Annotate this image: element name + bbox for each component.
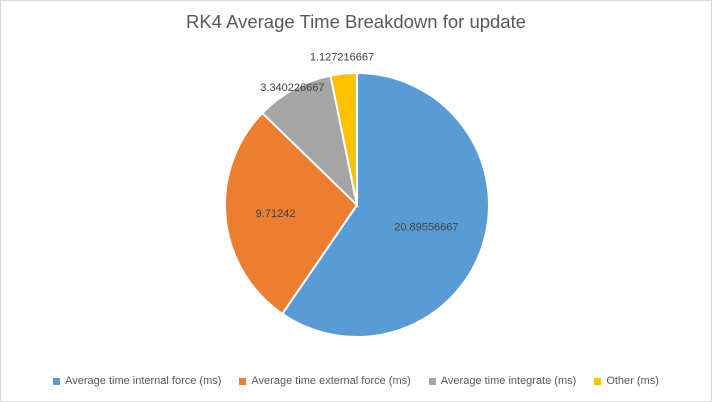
pie-slice-integrate: [260, 74, 359, 208]
legend-swatch-other: [594, 377, 602, 385]
data-label-other: 1.127216667: [310, 52, 374, 64]
pie-slice-other: [329, 71, 358, 206]
pie-slice-internal-force: [280, 71, 490, 338]
data-label-external-force: 9.71242: [256, 208, 296, 220]
data-label-internal-force: 20.89556667: [394, 222, 458, 234]
legend-label-external-force: Average time external force (ms): [251, 375, 411, 387]
legend: Average time internal force (ms) Average …: [1, 375, 711, 387]
data-label-integrate: 3.340226667: [260, 82, 324, 94]
legend-entry-other: Other (ms): [594, 375, 659, 387]
legend-swatch-integrate: [428, 377, 436, 385]
legend-entry-integrate: Average time integrate (ms): [428, 375, 577, 387]
legend-label-other: Other (ms): [606, 375, 659, 387]
legend-swatch-internal-force: [53, 377, 61, 385]
legend-label-internal-force: Average time internal force (ms): [65, 375, 222, 387]
legend-swatch-external-force: [239, 377, 247, 385]
legend-label-integrate: Average time integrate (ms): [440, 375, 577, 387]
chart-title: RK4 Average Time Breakdown for update: [185, 11, 527, 32]
legend-entry-internal-force: Average time internal force (ms): [53, 375, 221, 387]
pie-slice-external-force: [224, 111, 359, 316]
legend-entry-external-force: Average time external force (ms): [239, 375, 411, 387]
